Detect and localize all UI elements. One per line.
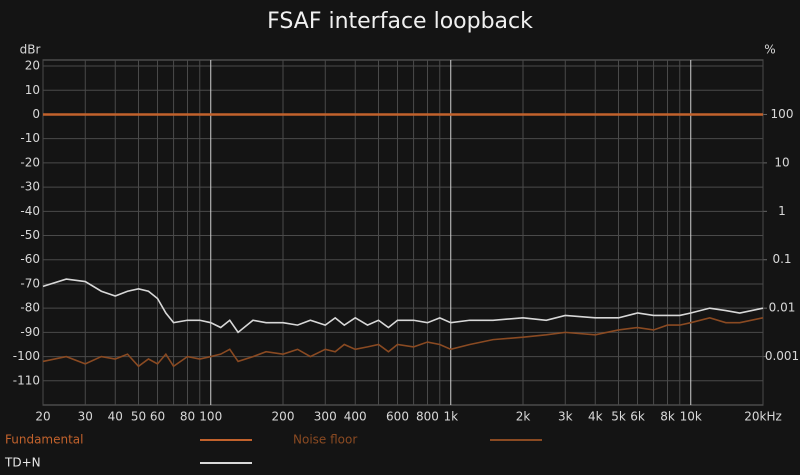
y-tick-label: -10 — [20, 131, 40, 145]
x-tick-label: 300 — [314, 410, 337, 424]
x-tick-label: 6k — [630, 410, 645, 424]
x-tick-label: 50 — [131, 410, 146, 424]
x-tick-label: 600 — [386, 410, 409, 424]
y2-axis-label: % — [764, 43, 775, 57]
x-tick-label: 5k — [611, 410, 626, 424]
x-tick-label: 80 — [180, 410, 195, 424]
y-tick-label: -30 — [20, 180, 40, 194]
y2-tick-label: 0.01 — [769, 301, 796, 315]
x-tick-label: 200 — [272, 410, 295, 424]
x-tick-label: 4k — [588, 410, 603, 424]
y2-tick-label: 100 — [771, 107, 794, 121]
x-tick-label: 800 — [416, 410, 439, 424]
x-tick-label: 100 — [199, 410, 222, 424]
y-tick-label: -50 — [20, 228, 40, 242]
y-tick-label: 10 — [25, 83, 40, 97]
series-line — [42, 317, 764, 368]
y-tick-label: -100 — [13, 349, 40, 363]
legend-label: Noise floor — [293, 433, 357, 447]
y-tick-label: -70 — [20, 276, 40, 290]
y-tick-label: -20 — [20, 155, 40, 169]
legend-label: Fundamental — [5, 433, 84, 447]
y-tick-label: 0 — [32, 107, 40, 121]
x-tick-label: 2k — [516, 410, 531, 424]
y2-tick-label: 0.001 — [765, 349, 799, 363]
x-tick-label: 20 — [35, 410, 50, 424]
plot-area — [42, 59, 764, 406]
x-tick-label: 60 — [150, 410, 165, 424]
x-tick-label: 8k — [660, 410, 675, 424]
y2-tick-label: 10 — [774, 155, 789, 169]
x-tick-label: 1k — [443, 410, 458, 424]
y-tick-label: -90 — [20, 325, 40, 339]
legend-label: TD+N — [4, 456, 41, 470]
y-tick-label: -60 — [20, 252, 40, 266]
y-tick-label: -110 — [13, 373, 40, 387]
x-tick-label: 30 — [78, 410, 93, 424]
y-tick-label: -80 — [20, 301, 40, 315]
x-tick-label: 10k — [680, 410, 702, 424]
y-tick-label: 20 — [25, 59, 40, 73]
x-tick-label: 40 — [108, 410, 123, 424]
y2-tick-label: 0.1 — [772, 252, 791, 266]
x-tick-label: 400 — [344, 410, 367, 424]
y-axis-label: dBr — [20, 43, 41, 57]
series-line — [42, 278, 764, 334]
y2-tick-label: 1 — [778, 204, 786, 218]
x-tick-label: 3k — [558, 410, 573, 424]
chart-title: FSAF interface loopback — [267, 9, 533, 34]
y-tick-label: -40 — [20, 204, 40, 218]
x-tick-label: 20kHz — [744, 410, 782, 424]
